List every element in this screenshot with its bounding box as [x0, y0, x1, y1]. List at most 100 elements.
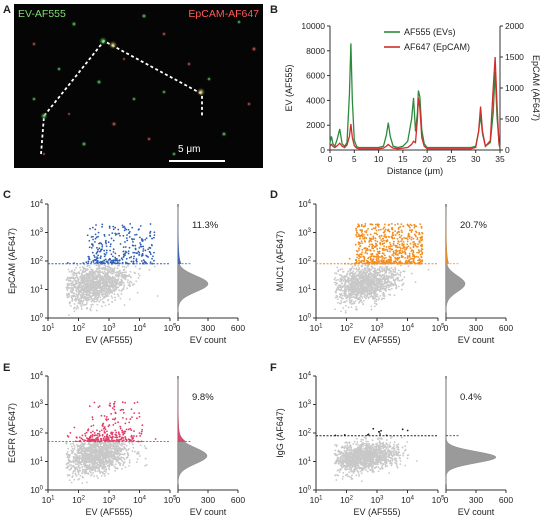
label-epcam-af647: EpCAM-AF647 — [188, 8, 259, 20]
scatter-point-positive — [417, 251, 420, 254]
scatter-point — [354, 272, 357, 274]
scatter-point-positive — [406, 255, 409, 258]
scatter-point-positive — [401, 242, 404, 245]
y-axis-label: MUC1 (AF647) — [275, 231, 285, 292]
scatter-point — [103, 466, 106, 469]
scatter-point — [357, 269, 360, 272]
scatter-point — [343, 285, 345, 288]
scatter-point — [378, 274, 381, 276]
scatter-point — [110, 277, 113, 280]
scatter-point — [81, 292, 84, 295]
scatter-point — [102, 455, 105, 458]
scatter-point — [72, 458, 75, 460]
scatter-point-positive — [409, 229, 412, 232]
scatter-point — [70, 445, 73, 448]
scatter-point — [73, 269, 76, 271]
scatter-point — [347, 276, 350, 279]
scatter-point — [363, 289, 366, 292]
scatter-point — [392, 276, 395, 279]
scatter-point-positive — [108, 257, 111, 260]
scatter-point-positive — [94, 233, 97, 236]
scatter-point — [71, 476, 73, 479]
scatter-point — [128, 459, 131, 462]
scatter-point — [400, 279, 403, 282]
ev-spot-4 — [196, 87, 206, 97]
scatter-point — [334, 283, 337, 286]
scatter-point — [88, 470, 91, 473]
scatter-point — [115, 460, 118, 463]
scatter-point-positive — [414, 244, 417, 247]
scatter-point-positive — [406, 257, 409, 259]
scatter-point-positive — [362, 225, 365, 228]
scatter-point-positive — [94, 228, 97, 231]
scatter-point-positive — [408, 262, 411, 265]
scatter-point-positive — [138, 228, 140, 231]
scatter-point — [76, 306, 79, 309]
scatter-point-positive — [409, 242, 412, 245]
scatter-point-positive — [135, 259, 138, 262]
scatter-point — [355, 308, 358, 310]
scatter-point-positive — [373, 232, 376, 235]
scatter-point — [78, 455, 81, 458]
scatter-point — [402, 270, 405, 273]
scatter-point-positive — [99, 257, 102, 260]
y-axis-label-right: EpCAM (AF647) — [531, 55, 540, 121]
scatter-point — [105, 290, 108, 293]
scatter-point — [366, 290, 369, 292]
scatter-point — [87, 472, 90, 475]
scatter-point — [353, 273, 356, 276]
scatter-point — [79, 299, 82, 302]
scatter-point — [89, 277, 91, 279]
scatter-point-positive — [371, 260, 373, 263]
scatter-point — [93, 444, 96, 447]
scatter-point-positive — [108, 227, 111, 229]
scatter-point-positive — [98, 261, 101, 264]
y-tick-label: 104 — [298, 199, 311, 209]
scatter-point — [80, 308, 83, 310]
scatter-point — [77, 298, 80, 301]
scatter-point — [107, 299, 110, 302]
x-tick-label: 103 — [103, 323, 116, 333]
y-tick-label-right: 0 — [505, 145, 510, 155]
scatter-point-positive — [91, 435, 94, 438]
scatter-point — [97, 456, 100, 459]
scatter-point-positive — [116, 259, 119, 262]
scatter-point — [111, 447, 114, 450]
ev-spot-3 — [108, 40, 118, 50]
scatter-point — [427, 268, 430, 271]
scatter-point-positive — [358, 259, 360, 262]
scatter-point — [101, 305, 103, 308]
micrograph-spots — [31, 13, 257, 157]
scatter-point-positive — [375, 223, 377, 226]
scatter-point-positive — [417, 243, 419, 246]
scatter-point — [79, 474, 82, 477]
scatter-point-positive — [401, 231, 403, 234]
scatter-point-positive — [420, 255, 423, 258]
scatter-point — [129, 275, 132, 278]
scatter-point-positive — [371, 223, 374, 226]
scatter-point-positive — [421, 236, 424, 239]
scatter-point — [86, 307, 89, 309]
scatter-point — [68, 270, 71, 273]
scatter-point — [88, 294, 91, 297]
scatter-point — [94, 452, 97, 455]
scatter-point — [343, 290, 346, 293]
scatter-point-positive — [396, 223, 399, 225]
scatter-point-positive — [132, 240, 134, 243]
scatter-point — [377, 298, 380, 301]
scatter-point — [90, 474, 92, 477]
scatter-point — [92, 450, 95, 453]
scatter-point — [358, 301, 360, 304]
scatter-point — [128, 464, 130, 467]
scatter-point — [65, 286, 68, 289]
scatter-point — [117, 295, 120, 298]
scatter-point-positive — [406, 223, 409, 226]
scatter-point-positive — [114, 234, 117, 236]
scatter-point — [402, 282, 405, 285]
scatter-point-positive — [124, 252, 127, 255]
scatter-point-positive — [396, 259, 399, 261]
scatter-point — [358, 289, 361, 292]
scatter-point — [390, 277, 393, 279]
scatter-point-positive — [140, 260, 143, 262]
